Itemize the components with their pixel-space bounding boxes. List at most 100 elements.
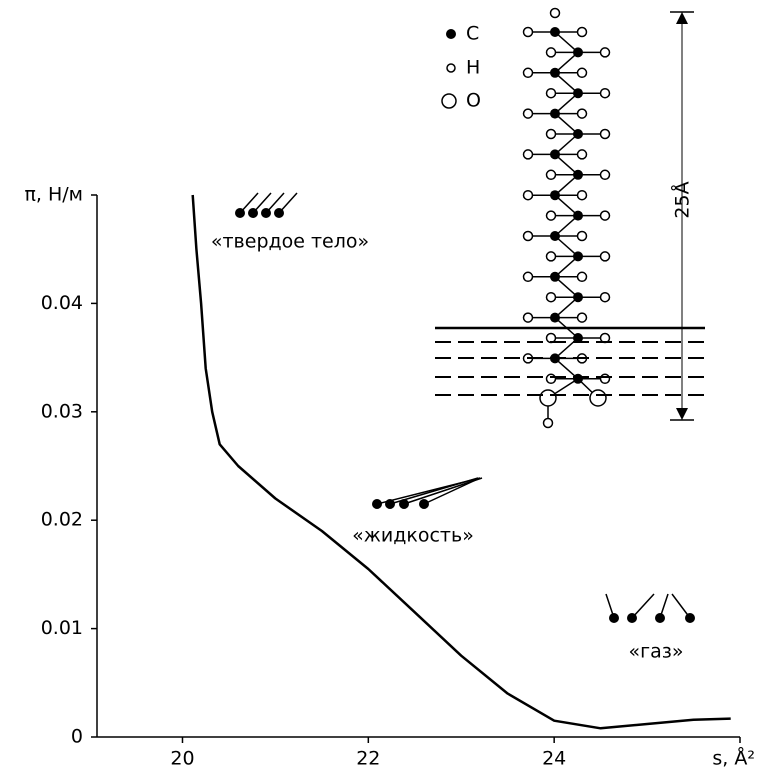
- molecule-part: [522, 271, 534, 283]
- molecule-part: [542, 417, 554, 429]
- molecule-part: [573, 292, 583, 303]
- molecule-part: [522, 108, 534, 119]
- molecule-part: [576, 271, 588, 283]
- molecule-part: [549, 7, 561, 19]
- legend-label: O: [466, 90, 481, 112]
- molecule-part: [522, 230, 534, 242]
- molecule-part: [573, 129, 583, 139]
- molecule-part: [599, 251, 611, 262]
- molecule-part: [685, 613, 695, 623]
- y-tick-label: 0.04: [41, 292, 83, 314]
- molecule-part: [545, 291, 557, 303]
- molecule-part: [550, 271, 560, 282]
- molecule-part: [550, 312, 560, 323]
- molecule-part: [599, 169, 611, 181]
- molecule-part: [372, 499, 382, 509]
- molecule-part: [576, 26, 588, 38]
- molecule-part: [576, 312, 588, 323]
- molecule-part: [550, 231, 560, 241]
- y-tick-label: 0.01: [41, 617, 83, 639]
- molecule-part: [522, 67, 534, 79]
- molecule-part: [631, 593, 655, 619]
- molecule-part: [522, 149, 534, 160]
- curve: [191, 194, 731, 730]
- molecule-part: [550, 149, 560, 160]
- molecule-part: [550, 108, 560, 119]
- molecule-part: [419, 499, 429, 509]
- molecule-part: [261, 208, 271, 218]
- legend-hydrogen: [446, 63, 456, 73]
- molecule-part: [554, 296, 579, 319]
- molecule-part: [554, 255, 579, 278]
- molecule-part: [573, 210, 583, 221]
- molecule-part: [573, 333, 583, 343]
- annotation: «твердое тело»: [211, 231, 369, 253]
- molecule-part: [576, 230, 588, 242]
- molecule-part: [274, 208, 284, 218]
- molecule-part: [554, 153, 579, 176]
- molecule-part: [554, 72, 579, 94]
- molecule-part: [235, 208, 245, 218]
- molecule-part: [550, 190, 560, 201]
- molecule-part: [576, 149, 588, 160]
- molecule-part: [545, 169, 557, 181]
- molecule-part: [554, 235, 579, 257]
- molecule-part: [554, 194, 579, 217]
- legend-label: C: [466, 23, 479, 45]
- legend-oxygen: [441, 93, 457, 109]
- molecule-part: [576, 67, 588, 79]
- molecule-part: [655, 613, 665, 623]
- molecule-part: [599, 128, 611, 140]
- molecule-part: [554, 31, 579, 53]
- y-tick-label: π, Н/м: [24, 184, 83, 206]
- molecule-part: [573, 169, 583, 180]
- molecule-part: [554, 51, 579, 74]
- molecule-part: [550, 67, 560, 78]
- molecule-part: [385, 499, 395, 509]
- molecule-part: [599, 210, 611, 221]
- molecule-part: [573, 47, 583, 58]
- molecule-part: [589, 389, 607, 407]
- y-tick-label: 0: [71, 726, 83, 748]
- molecule-part: [522, 189, 534, 201]
- molecule-part: [522, 26, 534, 38]
- molecule-part: [554, 276, 579, 298]
- annotation: «жидкость»: [352, 525, 474, 547]
- molecule-part: [545, 251, 557, 262]
- molecule-part: [539, 389, 557, 407]
- molecule-part: [599, 291, 611, 303]
- molecule-part: [573, 251, 583, 262]
- x-tick-label: s, Å²: [712, 747, 755, 770]
- x-tick-label: 22: [356, 748, 380, 770]
- molecule-part: [545, 87, 557, 99]
- molecule-part: [554, 92, 579, 115]
- molecule-part: [599, 87, 611, 99]
- molecule-part: [554, 174, 579, 196]
- legend-carbon: [446, 29, 456, 39]
- molecule-part: [554, 357, 579, 380]
- molecule-part: [545, 210, 557, 221]
- molecule-part: [545, 47, 557, 58]
- molecule-part: [599, 373, 611, 385]
- molecule-part: [554, 113, 579, 135]
- molecule-part: [545, 128, 557, 140]
- molecule-part: [423, 477, 481, 505]
- molecule-part: [545, 373, 557, 385]
- annotation: «газ»: [629, 641, 684, 663]
- molecule-part: [522, 312, 534, 323]
- molecule-part: [576, 108, 588, 119]
- molecule-part: [554, 215, 579, 237]
- molecule-part: [627, 613, 637, 623]
- molecule-part: [399, 499, 409, 509]
- molecule-part: [573, 88, 583, 99]
- molecule-part: [576, 189, 588, 201]
- y-tick-label: 0.03: [41, 400, 83, 422]
- molecule-part: [554, 133, 579, 155]
- y-tick-label: 0.02: [41, 509, 83, 531]
- legend-label: H: [466, 57, 480, 79]
- molecule-part: [248, 208, 258, 218]
- molecule-part: [609, 613, 619, 623]
- x-tick-label: 24: [542, 748, 566, 770]
- x-tick-label: 20: [170, 748, 194, 770]
